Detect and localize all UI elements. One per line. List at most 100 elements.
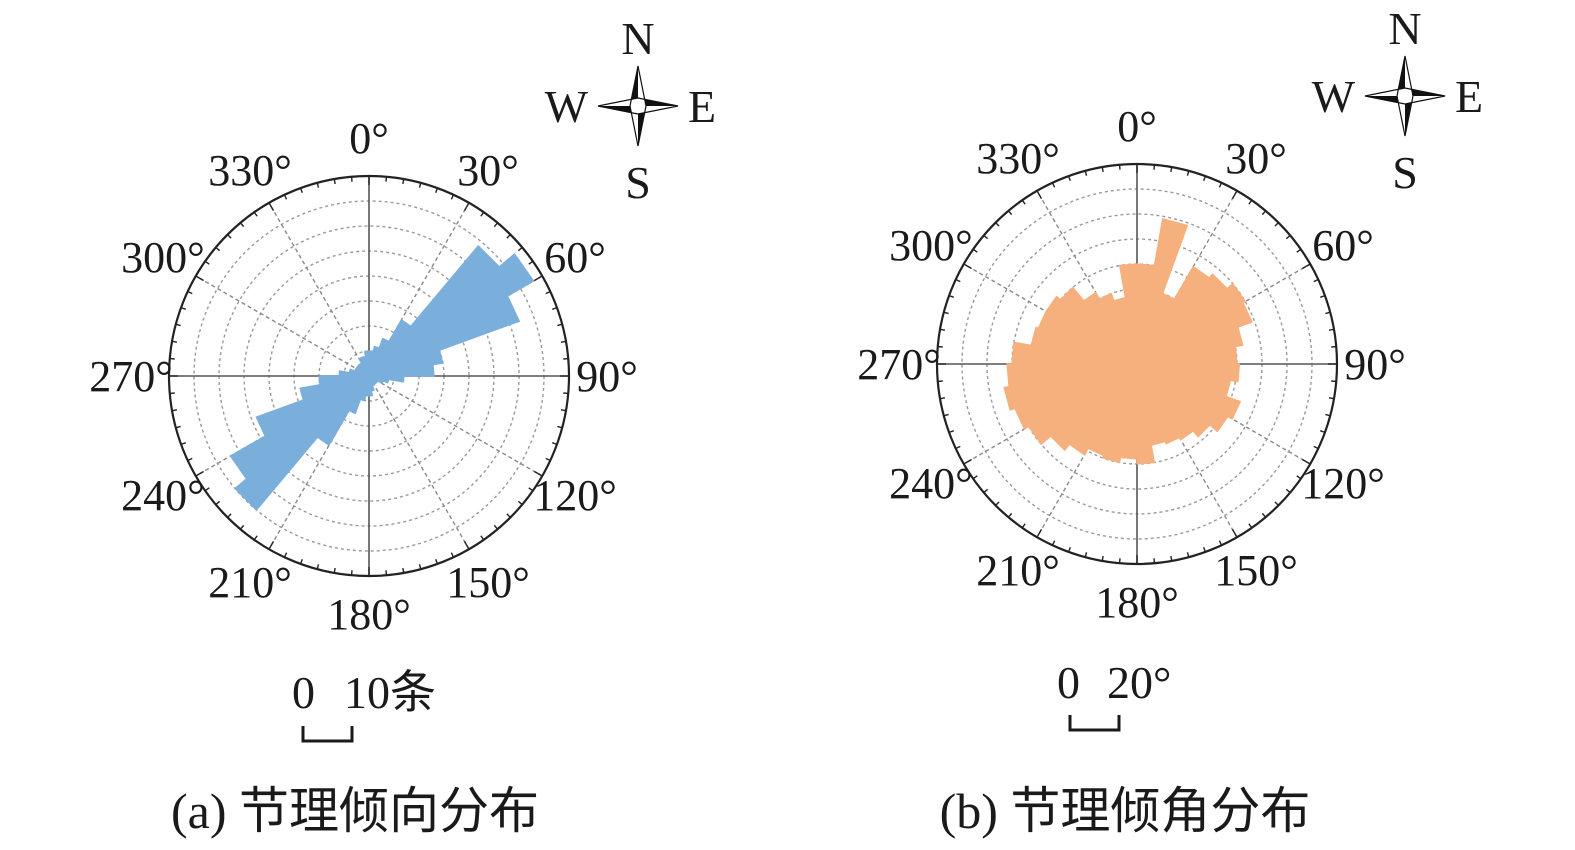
tick-mark-75-b xyxy=(1325,311,1331,315)
tick-mark-115-a xyxy=(545,457,551,462)
tick-mark-135-a xyxy=(506,513,511,518)
tick-mark-215-a xyxy=(253,535,258,541)
angle-tick-150-b: 150° xyxy=(1214,546,1298,595)
tick-mark-150-b xyxy=(1231,529,1238,538)
tick-mark-15-a xyxy=(418,182,422,188)
tick-mark-30-b xyxy=(1231,190,1238,199)
tick-mark-285-b xyxy=(943,311,949,315)
tick-mark-255-b xyxy=(943,413,949,417)
petal-230-a xyxy=(229,375,370,480)
angle-tick-60-a: 60° xyxy=(544,233,606,282)
tick-mark-220-b xyxy=(1007,512,1013,518)
tick-mark-145-b xyxy=(1248,523,1253,529)
tick-mark-55-b xyxy=(1296,248,1302,253)
tick-mark-305-a xyxy=(204,260,210,265)
scale-bar-zero-a: 0 xyxy=(292,667,315,718)
compass-outline-v-a xyxy=(629,65,647,147)
polar-frame-a xyxy=(167,174,571,578)
tick-mark-40-a xyxy=(493,222,499,228)
tick-mark-285-a xyxy=(175,323,181,327)
tick-mark-170-b xyxy=(1170,555,1173,562)
angle-tick-120-a: 120° xyxy=(533,471,617,520)
tick-mark-65-a xyxy=(545,290,551,295)
angle-tick-240-a: 240° xyxy=(121,471,205,520)
angle-tick-labels-b: 0° 30° 60° 90° 120°150° 180° 210°240° 270° 300°3… xyxy=(857,102,1406,627)
tick-mark-215-b xyxy=(1021,523,1026,529)
tick-mark-70-b xyxy=(1320,294,1326,298)
tick-mark-115-b xyxy=(1313,445,1319,450)
petal-60-a xyxy=(368,295,520,377)
tick-mark-290-a xyxy=(180,306,186,310)
tick-mark-100-a xyxy=(560,409,567,412)
angle-tick-330-a: 330° xyxy=(208,146,292,195)
tick-mark-295-a xyxy=(187,290,193,295)
tick-mark-300-a xyxy=(195,275,204,282)
tick-mark-25-b xyxy=(1218,182,1223,188)
tick-mark-190-a xyxy=(333,567,336,574)
tick-mark-220-a xyxy=(239,524,245,530)
rose-petals-b xyxy=(1003,218,1253,465)
tick-mark-20-b xyxy=(1203,175,1207,181)
tick-mark-105-b xyxy=(1325,413,1331,417)
tick-mark-205-b xyxy=(1051,540,1056,546)
angle-tick-270-b: 270° xyxy=(857,340,941,389)
tick-mark-40-b xyxy=(1261,210,1267,216)
tick-mark-50-b xyxy=(1285,234,1291,240)
tick-mark-20-a xyxy=(435,187,439,193)
tick-mark-70-a xyxy=(552,306,558,310)
tick-mark-200-a xyxy=(299,559,303,565)
scale-bar-bracket-b xyxy=(1068,715,1121,732)
tick-mark-250-a xyxy=(180,442,186,446)
tick-mark-205-a xyxy=(283,552,288,558)
tick-mark-260-b xyxy=(939,397,946,400)
tick-mark-150-a xyxy=(463,541,470,550)
tick-mark-10-a xyxy=(402,178,405,185)
tick-mark-65-b xyxy=(1313,278,1319,283)
tick-mark-45-b xyxy=(1274,222,1279,227)
angle-tick-30-a: 30° xyxy=(457,146,519,195)
tick-mark-225-b xyxy=(995,501,1000,506)
angle-tick-90-a: 90° xyxy=(576,352,638,401)
tick-mark-235-a xyxy=(204,487,210,492)
tick-mark-210-a xyxy=(268,541,275,550)
tick-mark-130-a xyxy=(517,500,523,506)
tick-mark-195-b xyxy=(1084,552,1088,558)
tick-mark-190-b xyxy=(1101,555,1104,562)
tick-mark-160-b xyxy=(1203,547,1207,553)
tick-mark-340-b xyxy=(1067,175,1071,181)
angle-tick-120-b: 120° xyxy=(1301,459,1385,508)
tick-mark-230-a xyxy=(215,500,221,506)
compass-e-label-a: E xyxy=(688,81,716,132)
tick-mark-35-b xyxy=(1248,199,1253,205)
angle-tick-90-b: 90° xyxy=(1344,340,1406,389)
scale-bar-value-b: 20° xyxy=(1107,657,1171,708)
tick-mark-10-b xyxy=(1170,166,1173,173)
scale-bar-bracket-a xyxy=(301,726,354,743)
tick-mark-125-b xyxy=(1296,475,1302,480)
tick-mark-295-b xyxy=(955,278,961,283)
tick-mark-330-b xyxy=(1036,190,1043,199)
scale-bar-value-a: 10条 xyxy=(344,667,436,718)
tick-mark-110-b xyxy=(1320,430,1326,434)
tick-mark-310-a xyxy=(215,246,221,252)
angle-tick-180-b: 180° xyxy=(1095,578,1179,627)
tick-mark-60-a xyxy=(534,275,543,282)
tick-mark-320-b xyxy=(1007,210,1013,216)
tick-mark-245-b xyxy=(955,445,961,450)
tick-mark-140-b xyxy=(1261,512,1267,518)
petal-350-a xyxy=(364,350,370,377)
tick-mark-105-a xyxy=(557,425,563,429)
tick-mark-225-a xyxy=(227,513,232,518)
compass-w-label-b: W xyxy=(1312,71,1356,122)
tick-mark-145-a xyxy=(480,535,485,541)
tick-mark-60-b xyxy=(1302,263,1311,270)
tick-mark-325-b xyxy=(1021,199,1026,205)
tick-mark-15-b xyxy=(1186,170,1190,176)
angle-tick-0-a: 0° xyxy=(349,114,389,163)
tick-mark-320-a xyxy=(239,222,245,228)
tick-mark-50-a xyxy=(517,246,523,252)
rose-petals-a xyxy=(229,245,535,511)
tick-mark-80-b xyxy=(1328,328,1335,331)
tick-mark-335-b xyxy=(1051,182,1056,188)
angle-tick-300-b: 300° xyxy=(889,221,973,270)
